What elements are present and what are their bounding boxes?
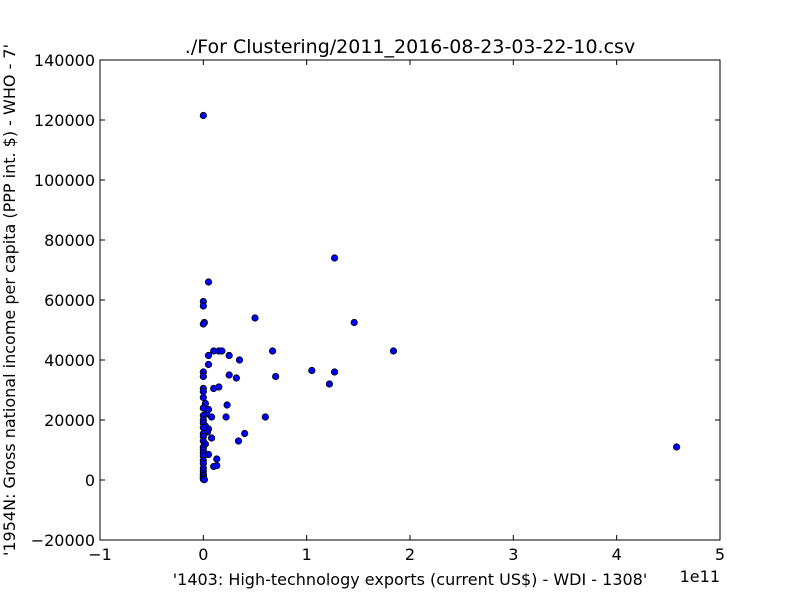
x-tick-label: 1 (302, 545, 312, 564)
data-point (199, 387, 207, 396)
data-point (234, 437, 243, 445)
data-point (199, 302, 207, 310)
data-point (350, 318, 358, 327)
x-tick-label: 4 (612, 545, 622, 564)
data-point (241, 429, 249, 438)
x-tick-label: −1 (88, 545, 112, 564)
data-point (204, 278, 213, 286)
y-tick-label: 100000 (34, 171, 95, 190)
x-axis-ticks: −1 0 1 2 3 4 5 (88, 60, 725, 564)
data-point (204, 360, 213, 369)
data-point (268, 347, 277, 355)
data-point (251, 314, 259, 322)
x-tick-label: 3 (508, 545, 518, 564)
data-point (199, 320, 207, 328)
x-tick-label: 5 (715, 545, 725, 564)
y-tick-label: 80000 (44, 231, 95, 250)
x-tick-label: 0 (198, 545, 208, 564)
plot-frame (99, 59, 721, 541)
data-point (325, 380, 333, 388)
data-point (215, 383, 223, 391)
data-point (223, 401, 231, 409)
data-point (204, 351, 213, 360)
data-point (199, 111, 207, 120)
data-points (199, 111, 681, 484)
y-tick-label: 0 (85, 471, 95, 490)
x-tick-label: 2 (405, 545, 415, 564)
data-point (208, 413, 216, 421)
data-point (213, 461, 221, 470)
data-point (218, 347, 226, 355)
data-point (330, 254, 339, 262)
data-point (389, 347, 398, 355)
data-point (330, 368, 339, 376)
data-point (232, 374, 240, 382)
data-point (213, 455, 221, 463)
data-point (261, 413, 269, 421)
data-point (199, 372, 207, 381)
chart-title: ./For Clustering/2011_2016-08-23-03-22-1… (185, 36, 635, 58)
y-tick-label: 140000 (34, 51, 95, 70)
data-point (222, 413, 230, 421)
x-axis-label: '1403: High-technology exports (current … (173, 570, 648, 589)
y-tick-label: 40000 (44, 351, 95, 370)
data-point (225, 371, 233, 379)
data-point (272, 372, 280, 381)
y-tick-label: −20000 (31, 531, 95, 550)
data-point (225, 351, 233, 360)
x-offset-label: 1e11 (680, 567, 720, 586)
data-point (235, 356, 244, 364)
data-point (200, 476, 208, 484)
data-point (199, 393, 207, 402)
y-tick-label: 120000 (34, 111, 95, 130)
y-tick-label: 60000 (44, 291, 95, 310)
y-tick-label: 20000 (44, 411, 95, 430)
data-point (208, 434, 216, 442)
y-axis-label: '1954N: Gross national income per capita… (0, 44, 19, 556)
y-axis-ticks: −20000 0 20000 40000 60000 80000 100000 120000 1… (31, 51, 720, 550)
data-point (672, 443, 681, 451)
data-point (308, 366, 316, 375)
